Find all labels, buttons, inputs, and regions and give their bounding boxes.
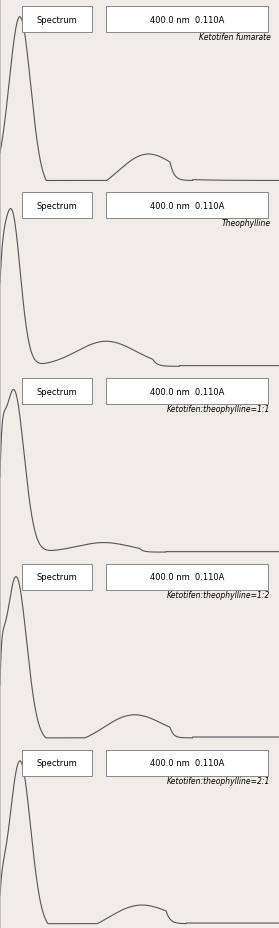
Text: 400.0 nm  0.110A: 400.0 nm 0.110A [150,573,224,582]
Text: 400.0 nm: 400.0 nm [241,572,278,581]
Text: 190.0 nm: 190.0 nm [4,200,40,210]
Text: Spectrum: Spectrum [37,387,78,396]
Text: 190.0 nm: 190.0 nm [4,572,40,581]
Text: Theophylline: Theophylline [222,219,271,228]
Text: 50/div: 50/div [128,572,151,581]
Text: 50/div: 50/div [128,200,151,210]
Text: Spectrum: Spectrum [37,758,78,767]
Text: 50/div: 50/div [128,757,151,767]
Text: 400.0 nm  0.110A: 400.0 nm 0.110A [150,387,224,396]
Text: Spectrum: Spectrum [37,201,78,211]
Text: 400.0 nm: 400.0 nm [241,200,278,210]
Text: 400.0 nm: 400.0 nm [241,757,278,767]
Text: 400.0 nm  0.110A: 400.0 nm 0.110A [150,201,224,211]
Text: 190.0 nm: 190.0 nm [4,386,40,395]
Text: Ketotifen:theophylline=2:1: Ketotifen:theophylline=2:1 [167,776,271,785]
Text: Ketotifen:theophylline=1:1: Ketotifen:theophylline=1:1 [167,405,271,414]
Text: Ketotifen:theophylline=1:2: Ketotifen:theophylline=1:2 [167,590,271,599]
Text: Ketotifen fumarate: Ketotifen fumarate [199,33,271,43]
Text: 400.0 nm  0.110A: 400.0 nm 0.110A [150,16,224,25]
Text: 400.0 nm  0.110A: 400.0 nm 0.110A [150,758,224,767]
Text: Spectrum: Spectrum [37,573,78,582]
Text: 50/div: 50/div [128,386,151,395]
Text: Spectrum: Spectrum [37,16,78,25]
Text: 190.0 nm: 190.0 nm [4,757,40,767]
Text: 400.0 nm: 400.0 nm [241,386,278,395]
